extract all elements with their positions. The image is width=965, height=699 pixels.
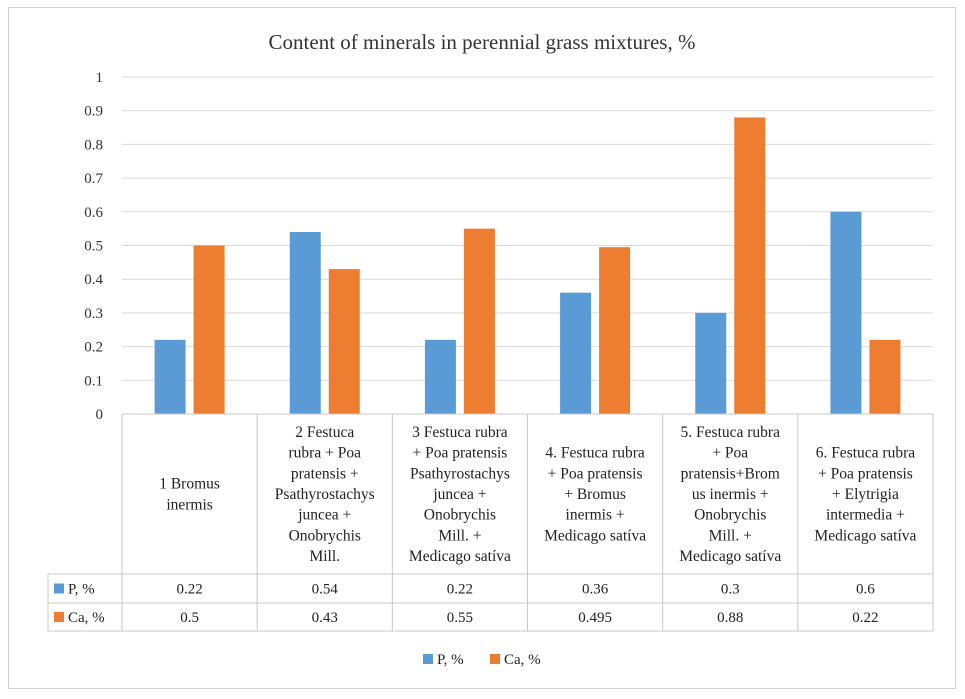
- legend-swatch: [490, 654, 500, 664]
- bar-ca: [599, 247, 631, 414]
- y-tick-label: 0.2: [84, 340, 103, 356]
- category-label: 2 Festuca rubra + Poa pratensis + Psathyros…: [275, 424, 375, 565]
- y-tick-label: 0.9: [84, 104, 103, 120]
- data-table-cell: 0.3: [721, 582, 740, 598]
- category-label: 1 Bromus inermis: [159, 476, 220, 514]
- category-label: 3 Festuca rubra + Poa pratensis Psathyrost…: [409, 424, 511, 565]
- y-tick-label: 0.8: [84, 137, 103, 153]
- y-tick-label: 0.6: [84, 205, 103, 221]
- bar-p: [154, 339, 186, 414]
- data-table-cell: 0.22: [852, 610, 878, 626]
- legend-label: P, %: [437, 652, 464, 668]
- bar-ca: [463, 228, 495, 414]
- data-table-cell: 0.495: [578, 610, 612, 626]
- legend-label: Ca, %: [504, 652, 541, 668]
- y-tick-label: 0.7: [84, 171, 103, 187]
- bar-p: [830, 211, 862, 414]
- category-label: 4. Festuca rubra + Poa pratensis + Bromus i…: [544, 445, 646, 545]
- table-legend-key: [54, 583, 64, 594]
- category-label: 6. Festuca rubra + Poa pratensis + Elytrig…: [814, 445, 916, 545]
- data-table-cell: 0.88: [717, 610, 743, 626]
- chart-title: Content of minerals in perennial grass m…: [269, 30, 696, 54]
- y-tick-label: 0.1: [84, 373, 103, 389]
- bar-p: [695, 312, 727, 414]
- data-table-cell: 0.5: [180, 610, 199, 626]
- bar-ca: [328, 269, 360, 414]
- data-table-cell: 0.55: [447, 610, 473, 626]
- y-tick-label: 0: [96, 407, 104, 423]
- category-label: 5. Festuca rubra + Poa pratensis+Brom us in…: [679, 424, 781, 565]
- table-legend-key: [54, 612, 64, 622]
- y-tick-label: 0.5: [84, 239, 103, 255]
- y-tick-label: 0.3: [84, 306, 103, 322]
- bar-p: [289, 232, 321, 414]
- data-table-cell: 0.22: [176, 582, 202, 598]
- data-table-cell: 0.54: [312, 582, 339, 598]
- data-table-cell: 0.22: [447, 582, 473, 598]
- chart-frame: [8, 7, 956, 689]
- bar-ca: [734, 117, 766, 414]
- bar-p: [560, 292, 592, 414]
- data-table-cell: 0.6: [856, 582, 875, 598]
- table-series-name: P, %: [68, 582, 95, 598]
- data-table-cell: 0.43: [312, 610, 338, 626]
- data-table-cell: 0.36: [582, 582, 609, 598]
- table-series-name: Ca, %: [68, 610, 105, 626]
- legend-swatch: [423, 654, 433, 664]
- bar-ca: [869, 339, 901, 414]
- bar-p: [424, 339, 456, 414]
- y-tick-label: 1: [96, 70, 104, 86]
- y-tick-label: 0.4: [84, 272, 103, 288]
- bar-ca: [193, 245, 225, 414]
